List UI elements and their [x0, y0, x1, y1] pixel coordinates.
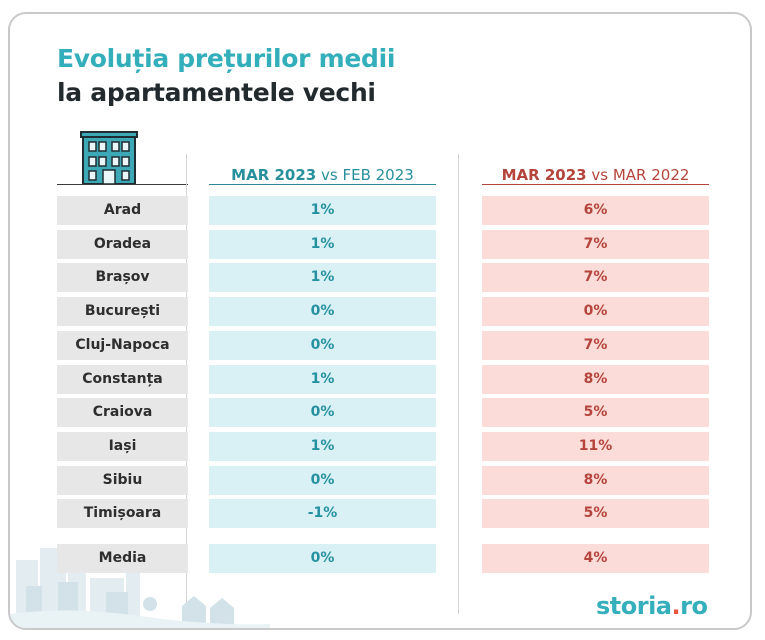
value-mom: 0%	[209, 297, 436, 327]
row-label: Cluj-Napoca	[57, 330, 188, 360]
value-yoy: 5%	[482, 499, 709, 529]
value-yoy: 8%	[482, 465, 709, 495]
value-yoy: 7%	[482, 229, 709, 259]
value-mom: 1%	[209, 431, 436, 461]
value-mom: 0%	[209, 398, 436, 428]
row-label: Craiova	[57, 398, 188, 428]
column-header-mom: MAR 2023 vs FEB 2023	[209, 166, 436, 184]
summary-value-yoy: 4%	[482, 544, 709, 573]
logo-part-1: storia	[596, 592, 672, 620]
label-header-rule	[57, 184, 188, 185]
column-divider-2	[458, 154, 459, 614]
value-mom: -1%	[209, 499, 436, 529]
row-label: Sibiu	[57, 465, 188, 495]
value-mom: 1%	[209, 196, 436, 225]
value-yoy: 11%	[482, 431, 709, 461]
row-label: Constanța	[57, 364, 188, 394]
infographic-card: Evoluția prețurilor medii la apartamente…	[8, 12, 752, 630]
value-mom: 1%	[209, 364, 436, 394]
value-yoy: 0%	[482, 297, 709, 327]
column-header-yoy-rule	[482, 184, 709, 185]
city-skyline-illustration	[10, 548, 270, 628]
value-yoy: 7%	[482, 330, 709, 360]
title-line-2: la apartamentele vechi	[57, 78, 376, 107]
logo-part-2: ro	[680, 592, 708, 620]
row-label: Oradea	[57, 229, 188, 259]
value-mom: 0%	[209, 465, 436, 495]
value-mom: 1%	[209, 263, 436, 293]
logo-dot: .	[671, 592, 681, 620]
value-yoy: 5%	[482, 398, 709, 428]
column-header-mom-rule	[209, 184, 436, 185]
column-header-yoy: MAR 2023 vs MAR 2022	[482, 166, 709, 184]
column-header-mom-bold: MAR 2023	[231, 166, 317, 184]
row-label: București	[57, 297, 188, 327]
value-mom: 1%	[209, 229, 436, 259]
storia-logo: storia.ro	[596, 592, 708, 620]
summary-value-mom: 0%	[209, 544, 436, 573]
column-header-yoy-rest: vs MAR 2022	[586, 166, 690, 184]
building-icon	[80, 131, 138, 185]
value-yoy: 6%	[482, 196, 709, 225]
column-header-mom-rest: vs FEB 2023	[316, 166, 414, 184]
column-header-yoy-bold: MAR 2023	[501, 166, 587, 184]
row-label: Iași	[57, 431, 188, 461]
value-yoy: 7%	[482, 263, 709, 293]
row-label: Arad	[57, 196, 188, 225]
value-yoy: 8%	[482, 364, 709, 394]
value-mom: 0%	[209, 330, 436, 360]
title-line-1: Evoluția prețurilor medii	[57, 44, 396, 73]
row-label: Timișoara	[57, 499, 188, 529]
row-label: Brașov	[57, 263, 188, 293]
summary-label: Media	[57, 544, 188, 573]
